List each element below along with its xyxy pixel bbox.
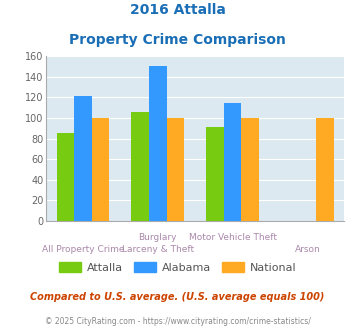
- Text: Motor Vehicle Theft: Motor Vehicle Theft: [189, 233, 277, 242]
- Text: 2016 Attalla: 2016 Attalla: [130, 3, 225, 17]
- Bar: [224, 103, 241, 221]
- Bar: [206, 127, 224, 221]
- Bar: [241, 118, 259, 221]
- Bar: [92, 118, 109, 221]
- Text: Arson: Arson: [295, 245, 320, 254]
- Bar: [316, 118, 334, 221]
- Bar: [74, 96, 92, 221]
- Text: Property Crime Comparison: Property Crime Comparison: [69, 33, 286, 47]
- Text: All Property Crime: All Property Crime: [42, 245, 124, 254]
- Text: Compared to U.S. average. (U.S. average equals 100): Compared to U.S. average. (U.S. average …: [30, 292, 325, 302]
- Text: © 2025 CityRating.com - https://www.cityrating.com/crime-statistics/: © 2025 CityRating.com - https://www.city…: [45, 317, 310, 326]
- Text: Larceny & Theft: Larceny & Theft: [122, 245, 194, 254]
- Bar: [57, 133, 74, 221]
- Text: Burglary: Burglary: [138, 233, 177, 242]
- Bar: [166, 118, 184, 221]
- Bar: [149, 66, 166, 221]
- Legend: Attalla, Alabama, National: Attalla, Alabama, National: [54, 258, 301, 278]
- Bar: [131, 112, 149, 221]
